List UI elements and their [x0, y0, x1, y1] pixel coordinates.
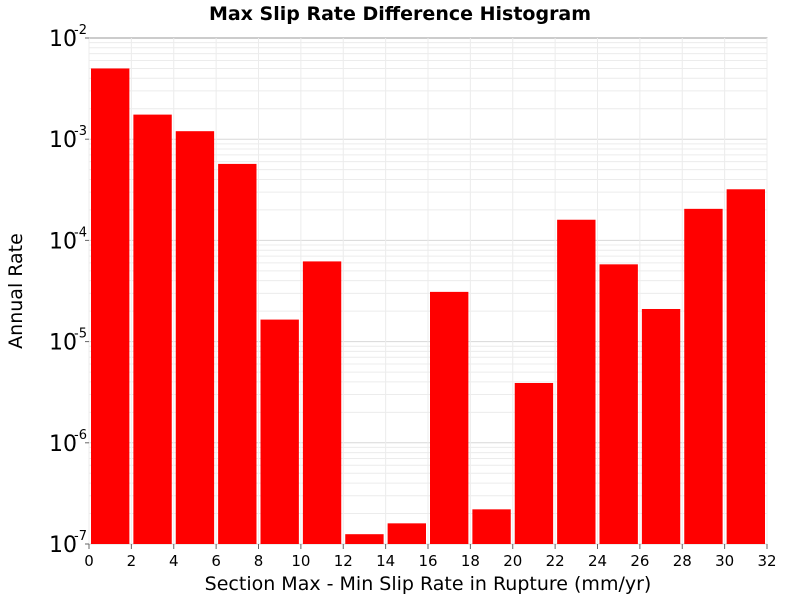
x-tick-label: 16: [418, 552, 437, 570]
y-tick-exponent: -7: [74, 529, 87, 544]
y-tick-label: 10: [49, 331, 77, 356]
y-tick-exponent: -6: [74, 428, 87, 443]
histogram-bar: [599, 264, 638, 544]
x-tick-label: 24: [588, 552, 607, 570]
histogram-bar: [218, 163, 257, 545]
histogram-bar: [345, 534, 384, 544]
x-tick-label: 14: [376, 552, 395, 570]
x-tick-label: 8: [254, 552, 264, 570]
x-tick-label: 32: [757, 552, 776, 570]
histogram-bar: [726, 189, 765, 545]
histogram-bar: [641, 308, 681, 544]
x-tick-label: 28: [673, 552, 692, 570]
x-tick-label: 0: [84, 552, 94, 570]
histogram-bar: [684, 208, 723, 544]
histogram-bar: [387, 523, 426, 544]
histogram-bar: [430, 291, 469, 544]
histogram-bar: [472, 509, 511, 544]
histogram-bar: [91, 68, 130, 544]
histogram-bar: [260, 319, 299, 544]
y-tick-exponent: -5: [74, 327, 87, 342]
x-tick-label: 30: [715, 552, 734, 570]
x-tick-label: 4: [169, 552, 179, 570]
y-tick-exponent: -2: [74, 23, 87, 38]
y-tick-label: 10: [49, 128, 77, 153]
x-tick-label: 22: [546, 552, 565, 570]
histogram-bar: [175, 131, 215, 544]
y-tick-label: 10: [49, 432, 77, 457]
y-axis-ticks: 10-210-310-410-510-610-7: [49, 23, 89, 558]
x-axis-ticks: 0 2 4 6 8 10 12 14 16 18 20 22 24 26 28 30 32: [84, 544, 777, 570]
x-axis-label: Section Max - Min Slip Rate in Rupture (…: [205, 573, 652, 595]
histogram-bar: [133, 114, 172, 544]
bars: [91, 68, 765, 545]
x-tick-label: 26: [630, 552, 649, 570]
y-axis-label: Annual Rate: [5, 233, 27, 349]
y-tick-exponent: -4: [74, 225, 87, 240]
y-tick-exponent: -3: [74, 124, 87, 139]
x-tick-label: 10: [291, 552, 310, 570]
histogram-bar: [514, 382, 554, 544]
chart-title: Max Slip Rate Difference Histogram: [209, 3, 591, 25]
y-tick-label: 10: [49, 533, 77, 558]
x-tick-label: 2: [127, 552, 137, 570]
histogram-bar: [557, 219, 596, 545]
y-tick-label: 10: [49, 229, 77, 254]
x-tick-label: 12: [334, 552, 353, 570]
y-tick-label: 10: [49, 27, 77, 52]
x-tick-label: 18: [461, 552, 480, 570]
histogram-bar: [302, 261, 342, 544]
x-tick-label: 6: [211, 552, 221, 570]
x-tick-label: 20: [503, 552, 522, 570]
